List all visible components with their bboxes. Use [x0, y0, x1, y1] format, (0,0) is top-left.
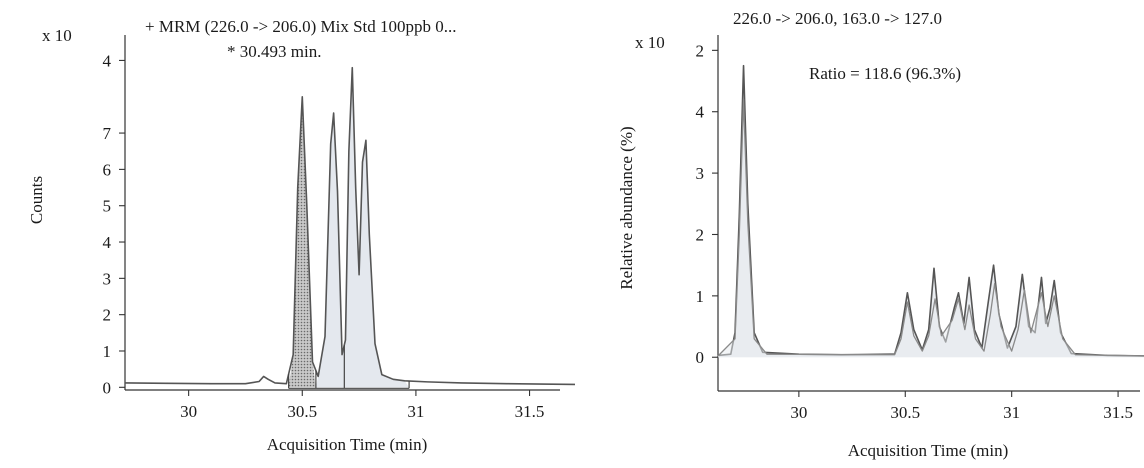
right-y-tick-label: 0 — [696, 348, 705, 367]
left-chart-title: + MRM (226.0 -> 206.0) Mix Std 100ppb 0.… — [145, 17, 457, 36]
right-x-tick-label: 31.5 — [1103, 403, 1133, 422]
left-y-tick-label: 4 — [103, 51, 112, 70]
right-annotation: Ratio = 118.6 (96.3%) — [809, 64, 961, 83]
left-annotation: * 30.493 min. — [227, 42, 321, 61]
left-x-tick-label: 31 — [407, 402, 424, 421]
left-y-tick-label: 5 — [103, 197, 112, 216]
left-y-tick-label: 3 — [103, 269, 112, 288]
left-y-tick-label: 0 — [103, 378, 112, 397]
left-x-tick-label: 31.5 — [515, 402, 545, 421]
right-y-tick-label: 4 — [696, 103, 705, 122]
right-y-tick-label: 2 — [696, 41, 705, 60]
left-y-label: Counts — [27, 176, 46, 224]
right-y-tick-label: 1 — [696, 287, 705, 306]
chart-left: x 10 + MRM (226.0 -> 206.0) Mix Std 100p… — [27, 17, 576, 454]
left-series-line — [124, 66, 576, 386]
left-y-tick-label: 4 — [103, 233, 112, 252]
chart-right: x 10 226.0 -> 206.0, 163.0 -> 127.0 Rati… — [617, 9, 1144, 460]
right-series-line — [717, 98, 1144, 357]
left-y-tick-label: 6 — [103, 160, 112, 179]
right-y-tick-label: 2 — [696, 225, 705, 244]
right-x-tick-label: 30.5 — [890, 403, 920, 422]
left-peak-fill — [288, 96, 316, 388]
right-y-label: Relative abundance (%) — [617, 126, 636, 289]
right-chart-title: 226.0 -> 206.0, 163.0 -> 127.0 — [733, 9, 942, 28]
right-x-tick-label: 30 — [790, 403, 807, 422]
right-y-multiplier: x 10 — [635, 33, 665, 52]
left-y-multiplier: x 10 — [42, 26, 72, 45]
left-x-label: Acquisition Time (min) — [267, 435, 428, 454]
right-series-fill — [718, 65, 1144, 358]
left-y-tick-label: 2 — [103, 306, 112, 325]
right-x-label: Acquisition Time (min) — [848, 441, 1009, 460]
left-x-tick-label: 30 — [180, 402, 197, 421]
left-y-tick-label: 1 — [103, 342, 112, 361]
right-y-tick-label: 3 — [696, 164, 705, 183]
left-y-tick-label: 7 — [103, 124, 112, 143]
left-peak-fill — [315, 67, 410, 388]
right-x-tick-label: 31 — [1003, 403, 1020, 422]
left-x-tick-label: 30.5 — [287, 402, 317, 421]
